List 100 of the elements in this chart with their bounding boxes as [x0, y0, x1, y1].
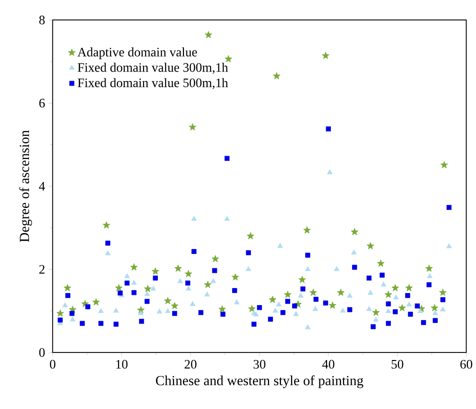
point	[224, 55, 232, 62]
y-tick-label: 8	[39, 16, 45, 24]
point	[312, 306, 318, 311]
point	[224, 156, 230, 161]
point	[174, 264, 182, 272]
point	[414, 303, 420, 308]
point	[105, 250, 111, 256]
point	[98, 308, 104, 313]
point	[322, 52, 330, 59]
legend-label: Fixed domain value 300m,1h	[78, 62, 228, 74]
x-tick-label: 60	[460, 360, 472, 369]
point	[124, 280, 130, 286]
point	[347, 307, 352, 312]
point	[191, 216, 197, 221]
point	[280, 310, 286, 316]
x-tick-label: 20	[184, 360, 196, 369]
point	[392, 309, 398, 314]
point	[152, 267, 160, 275]
point	[56, 309, 64, 317]
point	[138, 310, 144, 316]
point	[337, 288, 345, 296]
point	[251, 322, 256, 327]
point	[185, 280, 190, 286]
point	[384, 290, 392, 298]
x-tick-label: 10	[116, 360, 128, 369]
point	[368, 290, 374, 295]
y-tick-label: 0	[39, 348, 45, 357]
point	[156, 308, 162, 314]
point	[440, 297, 446, 302]
point	[380, 282, 386, 286]
point	[386, 301, 391, 306]
point	[446, 243, 452, 248]
point	[268, 296, 276, 303]
point	[212, 268, 218, 274]
point	[204, 292, 210, 296]
x-tick-label: 40	[322, 360, 334, 369]
point	[165, 308, 171, 313]
point	[232, 273, 240, 280]
point	[113, 308, 119, 313]
point	[144, 284, 152, 292]
point	[432, 310, 438, 316]
point	[386, 308, 392, 313]
point	[65, 293, 70, 298]
point	[218, 305, 226, 312]
point	[285, 298, 290, 304]
x-axis-title: Chinese and western style of painting	[156, 375, 364, 388]
point	[272, 72, 280, 80]
point	[440, 306, 446, 312]
point	[425, 264, 433, 272]
point	[115, 284, 123, 292]
y-tick-label: 6	[39, 98, 45, 108]
point	[305, 252, 310, 258]
point	[164, 296, 172, 304]
point	[370, 324, 376, 330]
point	[340, 308, 346, 313]
point	[421, 320, 426, 325]
point	[150, 286, 156, 291]
point	[232, 288, 238, 293]
point	[204, 30, 212, 38]
point	[64, 284, 72, 292]
y-tick-label: 2	[39, 265, 44, 274]
point	[114, 322, 119, 327]
point	[172, 310, 178, 316]
point	[144, 298, 150, 304]
point	[298, 276, 306, 283]
point	[398, 304, 406, 312]
x-tick-label: 30	[254, 360, 266, 369]
point	[303, 226, 311, 234]
point	[300, 286, 306, 292]
point	[212, 254, 220, 262]
point	[304, 266, 310, 272]
point	[177, 278, 183, 284]
point	[198, 310, 204, 316]
point	[406, 301, 412, 306]
point	[246, 250, 251, 256]
point	[439, 288, 447, 296]
x-tick-label: 50	[392, 360, 404, 369]
point	[366, 306, 372, 311]
point	[373, 316, 379, 322]
point	[220, 312, 226, 317]
point	[62, 302, 68, 308]
point	[350, 228, 358, 236]
point	[391, 284, 400, 292]
point	[309, 288, 318, 296]
point	[432, 318, 438, 323]
point	[69, 310, 74, 316]
point	[446, 204, 452, 210]
point	[372, 308, 380, 316]
point	[327, 169, 333, 174]
point	[351, 250, 357, 254]
point	[393, 294, 399, 300]
point	[405, 293, 410, 298]
point	[405, 284, 413, 292]
point	[246, 232, 254, 240]
point	[92, 298, 100, 306]
point	[430, 304, 438, 312]
point	[234, 299, 240, 304]
point	[366, 276, 372, 281]
point	[426, 273, 432, 278]
point	[346, 292, 353, 298]
